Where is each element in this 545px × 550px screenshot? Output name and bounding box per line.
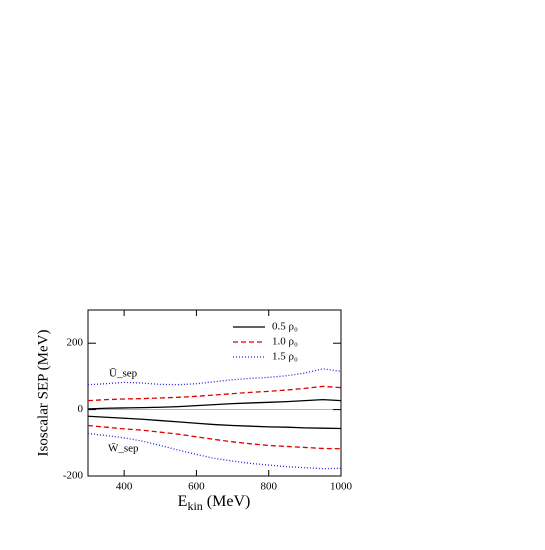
line xyxy=(87,432,342,470)
y-axis-label: Isoscalar SEP (MeV) xyxy=(35,330,51,457)
line xyxy=(87,415,342,430)
annotation: Ū_sep xyxy=(109,368,138,380)
x-tick-label: 800 xyxy=(260,481,277,493)
x-axis-label: Ekin (MeV) xyxy=(178,493,251,513)
x-tick-label: 1000 xyxy=(330,481,353,493)
y-tick-label: 200 xyxy=(67,337,84,349)
line xyxy=(87,398,342,410)
x-tick-label: 400 xyxy=(116,481,133,493)
plot-frame xyxy=(87,309,342,477)
line xyxy=(87,368,342,386)
line xyxy=(87,424,342,450)
legend-label: 0.5 ρ₀ xyxy=(272,321,298,333)
x-label-sub: kin xyxy=(187,499,202,513)
y-tick-label: -200 xyxy=(63,470,84,482)
x-tick-label: 600 xyxy=(188,481,205,493)
line xyxy=(87,385,342,402)
x-label-main: E xyxy=(178,493,188,510)
legend-label: 1.0 ρ₀ xyxy=(272,336,298,348)
annotation: W̄_sep xyxy=(108,443,139,455)
x-label-unit: (MeV) xyxy=(207,493,251,510)
legend-label: 1.5 ρ₀ xyxy=(272,351,298,363)
y-tick-label: 0 xyxy=(78,403,84,415)
